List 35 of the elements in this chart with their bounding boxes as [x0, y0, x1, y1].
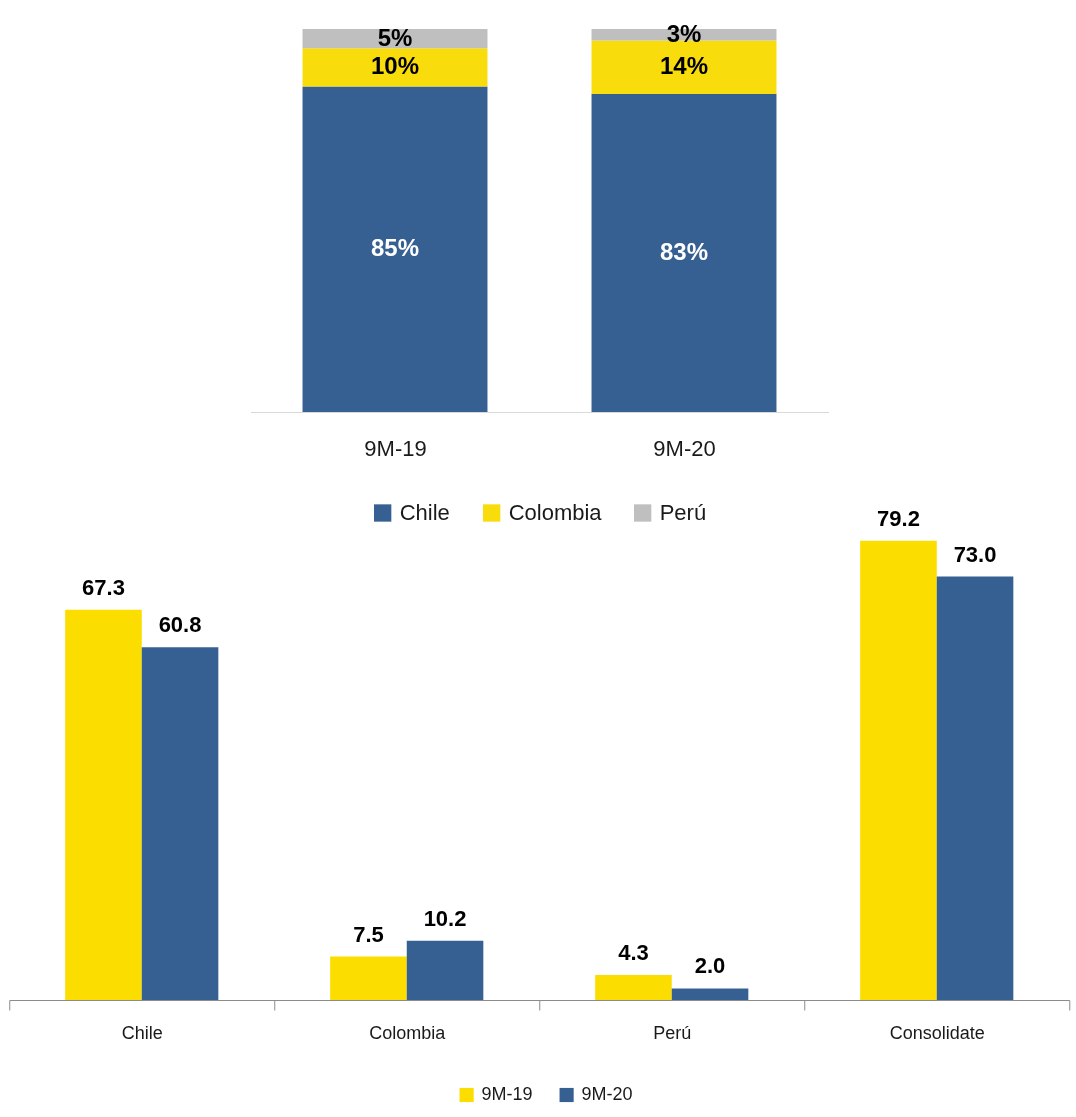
bar: [65, 609, 142, 1000]
data-label: 7.5: [353, 921, 384, 947]
bar: [406, 940, 484, 1000]
legend-label: 9M-20: [581, 1084, 633, 1104]
data-label: 85%: [370, 234, 420, 262]
bar: [936, 576, 1014, 1000]
bar: [330, 956, 407, 1000]
legend-label: 9M-19: [481, 1084, 533, 1104]
data-label: 73.0: [953, 541, 997, 567]
bar: [860, 540, 937, 1000]
data-label: 67.3: [82, 574, 125, 600]
data-label: 2.0: [694, 953, 726, 979]
legend-label: Colombia: [508, 500, 603, 525]
bar: [591, 40, 777, 95]
data-label: 14%: [659, 52, 709, 80]
data-label: 5%: [377, 23, 413, 51]
bar: [302, 86, 488, 412]
data-label: 4.3: [618, 940, 649, 966]
legend-label: Chile: [399, 500, 450, 525]
bar: [302, 48, 488, 87]
data-label: 10.2: [423, 905, 467, 931]
data-label: 83%: [659, 238, 709, 266]
data-label: 79.2: [877, 505, 920, 531]
bar: [671, 988, 749, 1000]
data-label: 3%: [666, 19, 702, 47]
x-tick-label: Consolidate: [889, 1022, 985, 1043]
legend-label: Perú: [659, 500, 707, 525]
data-label: 10%: [370, 52, 420, 80]
x-tick-label: Chile: [121, 1022, 163, 1043]
bar: [141, 647, 219, 1000]
bar: [595, 975, 672, 1000]
x-tick-label: Colombia: [369, 1022, 447, 1043]
data-label: 60.8: [158, 612, 202, 638]
x-tick-label: Perú: [653, 1022, 692, 1043]
bar: [591, 94, 777, 412]
